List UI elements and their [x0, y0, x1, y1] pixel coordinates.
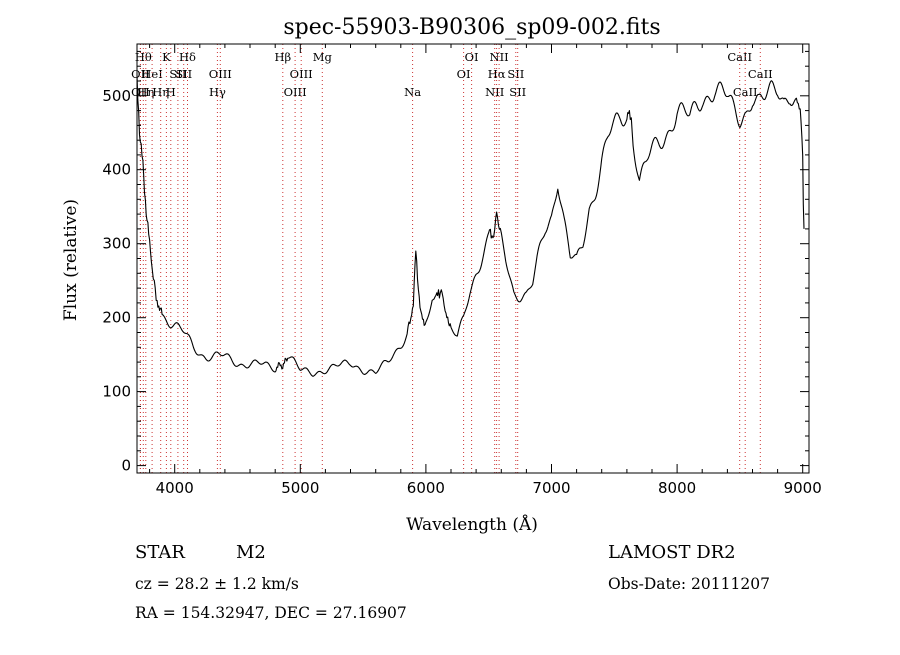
line-label-16: Mg — [313, 50, 333, 64]
object-class: STAR — [135, 542, 185, 563]
y-tick-label-4: 400 — [102, 161, 131, 179]
x-tick-label-3: 7000 — [532, 479, 570, 497]
line-label-19: OI — [465, 50, 479, 64]
line-label-13: Hβ — [274, 50, 291, 64]
chart-title: spec-55903-B90306_sp09-002.fits — [283, 15, 660, 40]
x-tick-label-0: 4000 — [156, 479, 194, 497]
line-label-12: OIII — [209, 67, 232, 81]
line-label-26: CaII — [733, 85, 758, 99]
x-tick-label-4: 8000 — [658, 479, 696, 497]
axis-ticks: 4000 5000 6000 7000 8000 9000 0 100 200 300 400 500 — [102, 44, 822, 497]
line-label-6: K — [162, 50, 171, 64]
line-label-20: NII — [485, 85, 504, 99]
y-tick-label-2: 200 — [102, 309, 131, 327]
y-tick-label-5: 500 — [102, 87, 131, 105]
line-label-10: Hδ — [179, 50, 196, 64]
line-label-22: NII — [490, 50, 509, 64]
line-label-7: H — [166, 85, 176, 99]
line-label-27: CaII — [748, 67, 773, 81]
line-label-11: Hγ — [209, 85, 226, 99]
plot-frame — [136, 43, 810, 474]
line-label-15: OIII — [290, 67, 313, 81]
velocity-readout: cz = 28.2 ± 1.2 km/s — [135, 575, 299, 593]
line-label-21: Hα — [488, 67, 506, 81]
object-subclass: M2 — [236, 542, 266, 563]
line-label-4: HeI — [141, 67, 162, 81]
line-label-0: OII — [131, 67, 150, 81]
spectral-line-markers: OIIOIIHθHηHeIHηKHSIISIIHδHγOIIIHβOIIIOII… — [131, 44, 773, 473]
line-label-14: OIII — [284, 85, 307, 99]
observation-date: Obs-Date: 20111207 — [608, 575, 770, 593]
line-label-25: CaII — [727, 50, 752, 64]
line-label-24: SII — [509, 85, 526, 99]
spectrum-line — [136, 75, 805, 377]
y-tick-label-0: 0 — [121, 457, 131, 475]
x-tick-label-2: 6000 — [407, 479, 445, 497]
line-label-23: SII — [507, 67, 524, 81]
x-axis-label: Wavelength (Å) — [406, 514, 538, 535]
line-label-8: SII — [169, 67, 186, 81]
line-label-9: SII — [175, 67, 192, 81]
y-tick-label-1: 100 — [102, 383, 131, 401]
survey-name: LAMOST DR2 — [608, 542, 736, 563]
x-tick-label-5: 9000 — [784, 479, 822, 497]
line-label-17: Na — [404, 85, 421, 99]
y-axis-label: Flux (relative) — [61, 199, 81, 321]
spectrum-series — [136, 75, 805, 377]
line-label-5: Hη — [152, 85, 169, 99]
coordinates-readout: RA = 154.32947, DEC = 27.16907 — [135, 604, 407, 622]
y-tick-label-3: 300 — [102, 235, 131, 253]
line-label-18: OI — [457, 67, 471, 81]
line-label-2: Hθ — [135, 50, 152, 64]
x-tick-label-1: 5000 — [281, 479, 319, 497]
